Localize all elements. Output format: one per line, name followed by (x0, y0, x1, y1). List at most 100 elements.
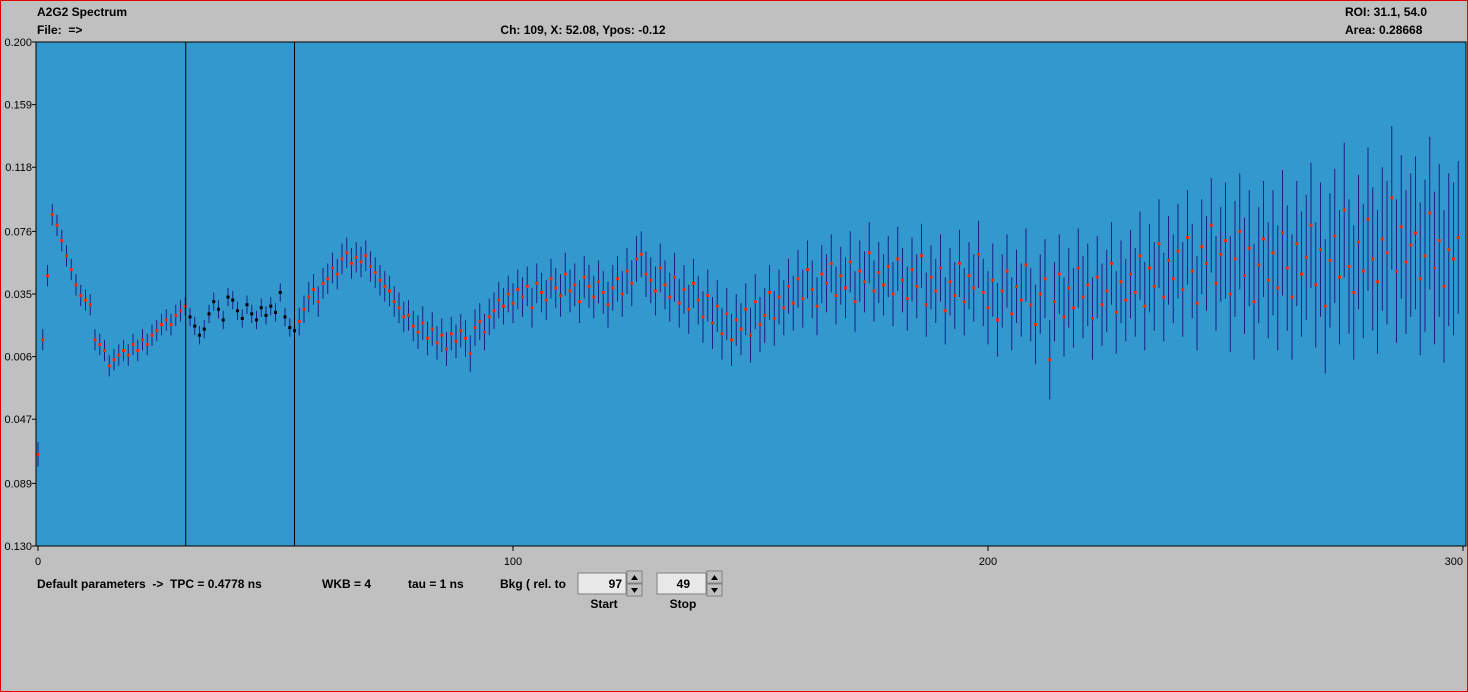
data-point (1418, 277, 1422, 281)
data-point (953, 294, 957, 298)
data-point (1456, 235, 1460, 239)
data-point (88, 303, 92, 307)
data-point (582, 275, 586, 279)
data-point (606, 303, 610, 307)
data-point (867, 251, 871, 255)
data-point (986, 306, 990, 310)
data-point (1219, 252, 1223, 256)
data-point (1285, 266, 1289, 270)
data-point (1442, 284, 1446, 288)
bkg-text: Bkg ( rel. to (500, 577, 566, 591)
data-point (250, 312, 254, 316)
data-point (948, 280, 952, 284)
data-point (934, 289, 938, 293)
spin-arrows (631, 575, 638, 593)
data-point (777, 295, 781, 299)
data-point (635, 257, 638, 261)
data-point (1081, 295, 1085, 299)
data-point (1414, 231, 1417, 235)
data-point (103, 349, 106, 353)
data-point (392, 300, 396, 304)
data-point (1333, 234, 1337, 238)
data-point (492, 309, 496, 313)
spin-value[interactable]: 49 (677, 577, 691, 591)
data-point (725, 312, 729, 316)
spin-value[interactable]: 97 (609, 577, 623, 591)
data-point (939, 266, 942, 270)
x-tick-label: 100 (504, 556, 522, 568)
stop-spinbox[interactable]: 49 (656, 570, 723, 597)
data-point (796, 277, 800, 281)
spin-field[interactable] (577, 572, 627, 595)
data-point (1119, 280, 1123, 284)
data-point (364, 254, 368, 258)
tau-text: tau = 1 ns (408, 577, 464, 591)
data-point (316, 300, 320, 304)
data-point (240, 316, 244, 320)
data-point (692, 281, 695, 285)
data-point (440, 333, 444, 337)
data-point (302, 307, 306, 311)
data-point (1015, 284, 1018, 288)
data-point (901, 278, 904, 282)
data-point (597, 280, 600, 284)
data-point (1214, 281, 1218, 285)
data-point (278, 290, 282, 294)
spin-field[interactable] (656, 572, 707, 595)
data-point (1133, 290, 1137, 294)
data-point (578, 300, 581, 304)
data-point (1053, 300, 1056, 304)
data-point (354, 255, 358, 259)
data-point (1124, 298, 1128, 302)
data-point (464, 336, 467, 340)
data-point (825, 281, 828, 285)
data-point (207, 312, 211, 316)
data-point (1300, 272, 1303, 276)
data-point (321, 281, 325, 285)
data-point (962, 300, 966, 304)
data-point (1390, 196, 1394, 200)
data-point (426, 336, 429, 340)
data-point (188, 315, 192, 319)
data-point (706, 294, 710, 298)
data-point (1114, 310, 1118, 314)
data-point (839, 274, 843, 278)
start-spinbox[interactable]: 97 (577, 570, 643, 597)
data-point (36, 452, 40, 456)
data-point (407, 313, 410, 317)
data-point (1138, 254, 1142, 258)
data-point (435, 341, 439, 345)
stop-label: Stop (670, 597, 697, 611)
x-tick-label: 200 (979, 556, 997, 568)
data-point (369, 265, 372, 269)
file-menu[interactable]: File: => (37, 23, 82, 37)
data-point (430, 327, 434, 331)
data-point (255, 318, 258, 322)
data-point (715, 304, 719, 308)
data-point (93, 338, 97, 342)
data-point (730, 338, 733, 342)
data-point (416, 330, 420, 334)
spin-arrows (711, 575, 718, 593)
data-point (791, 301, 795, 305)
roi-readout: ROI: 31.1, 54.0 (1345, 5, 1427, 19)
data-point (601, 290, 605, 294)
y-tick-label: 0.035 (4, 289, 32, 301)
data-point (1357, 240, 1360, 244)
data-point (1034, 323, 1037, 327)
data-point (1019, 298, 1023, 302)
data-point (654, 289, 657, 293)
data-point (1304, 255, 1308, 259)
plot-area[interactable] (35, 41, 1467, 547)
data-point (820, 272, 824, 276)
x-tick-label: 0 (35, 556, 41, 568)
data-point (929, 275, 933, 279)
data-point (506, 292, 510, 296)
data-point (559, 294, 562, 298)
data-point (858, 269, 862, 273)
data-point (1105, 289, 1109, 293)
y-tick-label: 0.089 (4, 478, 32, 490)
data-point (848, 260, 852, 264)
data-point (673, 275, 676, 279)
